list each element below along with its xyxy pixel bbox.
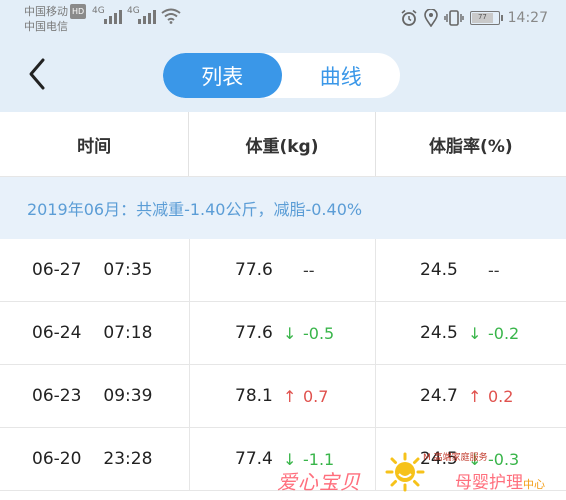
tab-list[interactable]: 列表 <box>163 53 282 98</box>
signal-icon <box>104 8 122 24</box>
weight-change: ↓ -0.5 <box>283 324 334 343</box>
status-bar: 中国移动 HD 中国电信 4G 4G 77 14:27 <box>0 0 566 40</box>
arrow-down-icon: ↓ <box>283 449 297 469</box>
fat-change-value: -- <box>488 260 500 280</box>
view-switch: 列表 曲线 <box>163 53 400 98</box>
nav-bar: 列表 曲线 <box>0 40 566 112</box>
arrow-down-icon: ↓ <box>283 323 297 343</box>
carrier-1: 中国移动 <box>24 5 68 18</box>
table-row[interactable]: 06-23 09:39 78.1 ↑ 0.7 24.7 ↑ 0.2 <box>0 365 566 428</box>
time-cell: 06-20 23:28 <box>0 428 189 490</box>
weight-change-value: -0.5 <box>303 323 335 343</box>
fat-change-value: -0.2 <box>488 323 520 343</box>
fat-value: 24.5 <box>420 323 458 343</box>
arrow-up-icon: ↑ <box>468 386 482 406</box>
header-weight: 体重(kg) <box>188 112 374 176</box>
fat-change-value: 0.2 <box>488 386 514 406</box>
network-type-1: 4G <box>92 6 105 16</box>
fat-change: ↓ -0.3 <box>468 450 519 469</box>
weight-value: 77.6 <box>235 260 273 280</box>
table-row[interactable]: 06-20 23:28 77.4 ↓ -1.1 24.5 ↓ -0.3 <box>0 428 566 491</box>
header-body-fat: 体脂率(%) <box>374 112 566 176</box>
record-date: 06-20 <box>32 449 82 469</box>
back-arrow-icon[interactable] <box>24 56 54 92</box>
table-header: 时间 体重(kg) 体脂率(%) <box>0 112 566 177</box>
record-time: 23:28 <box>103 449 153 469</box>
fat-cell: 24.5 ↓ -0.2 <box>375 302 566 364</box>
battery-level: 77 <box>471 13 494 23</box>
fat-change-value: -0.3 <box>488 449 520 469</box>
weight-change: -- <box>283 261 315 280</box>
weight-change-value: 0.7 <box>303 386 329 406</box>
fat-change: -- <box>468 261 500 280</box>
monthly-summary: 2019年06月：共减重-1.40公斤，减脂-0.40% <box>0 177 566 239</box>
fat-cell: 24.7 ↑ 0.2 <box>375 365 566 427</box>
time-cell: 06-23 09:39 <box>0 365 189 427</box>
weight-value: 78.1 <box>235 386 273 406</box>
fat-cell: 24.5 -- <box>375 239 566 301</box>
weight-change-value: -1.1 <box>303 449 335 469</box>
network-type-2: 4G <box>127 6 140 16</box>
record-time: 07:18 <box>103 323 153 343</box>
fat-value: 24.5 <box>420 449 458 469</box>
record-date: 06-27 <box>32 260 82 280</box>
fat-change: ↑ 0.2 <box>468 387 513 406</box>
weight-cell: 77.4 ↓ -1.1 <box>189 428 375 490</box>
location-icon <box>423 9 438 27</box>
weight-value: 77.6 <box>235 323 273 343</box>
record-time: 07:35 <box>103 260 153 280</box>
fat-value: 24.5 <box>420 260 458 280</box>
header-time: 时间 <box>77 136 112 157</box>
hd-badge: HD <box>70 4 87 19</box>
fat-cell: 24.5 ↓ -0.3 <box>375 428 566 490</box>
status-right: 77 14:27 <box>400 9 548 27</box>
clock: 14:27 <box>507 10 548 26</box>
carrier-info: 中国移动 HD 中国电信 <box>24 4 87 34</box>
arrow-down-icon: ↓ <box>468 449 482 469</box>
battery-icon: 77 <box>469 11 503 25</box>
time-cell: 06-24 07:18 <box>0 302 189 364</box>
table-row[interactable]: 06-27 07:35 77.6 -- 24.5 -- <box>0 239 566 302</box>
weight-value: 77.4 <box>235 449 273 469</box>
arrow-down-icon: ↓ <box>468 323 482 343</box>
weight-cell: 78.1 ↑ 0.7 <box>189 365 375 427</box>
weight-change: ↓ -1.1 <box>283 450 334 469</box>
signal-icon <box>138 8 156 24</box>
weight-cell: 77.6 -- <box>189 239 375 301</box>
record-date: 06-24 <box>32 323 82 343</box>
weight-cell: 77.6 ↓ -0.5 <box>189 302 375 364</box>
record-list: 06-27 07:35 77.6 -- 24.5 -- 06-24 07:18 … <box>0 239 566 491</box>
record-date: 06-23 <box>32 386 82 406</box>
wifi-icon <box>161 8 181 24</box>
battery-label: 77 <box>477 13 487 21</box>
arrow-up-icon: ↑ <box>283 386 297 406</box>
vibrate-icon <box>443 10 464 26</box>
weight-change-value: -- <box>303 260 315 280</box>
tab-curve[interactable]: 曲线 <box>319 64 362 89</box>
table-row[interactable]: 06-24 07:18 77.6 ↓ -0.5 24.5 ↓ -0.2 <box>0 302 566 365</box>
fat-change: ↓ -0.2 <box>468 324 519 343</box>
alarm-icon <box>401 9 417 26</box>
record-time: 09:39 <box>103 386 153 406</box>
fat-value: 24.7 <box>420 386 458 406</box>
time-cell: 06-27 07:35 <box>0 239 189 301</box>
weight-change: ↑ 0.7 <box>283 387 328 406</box>
carrier-2: 中国电信 <box>24 20 68 33</box>
